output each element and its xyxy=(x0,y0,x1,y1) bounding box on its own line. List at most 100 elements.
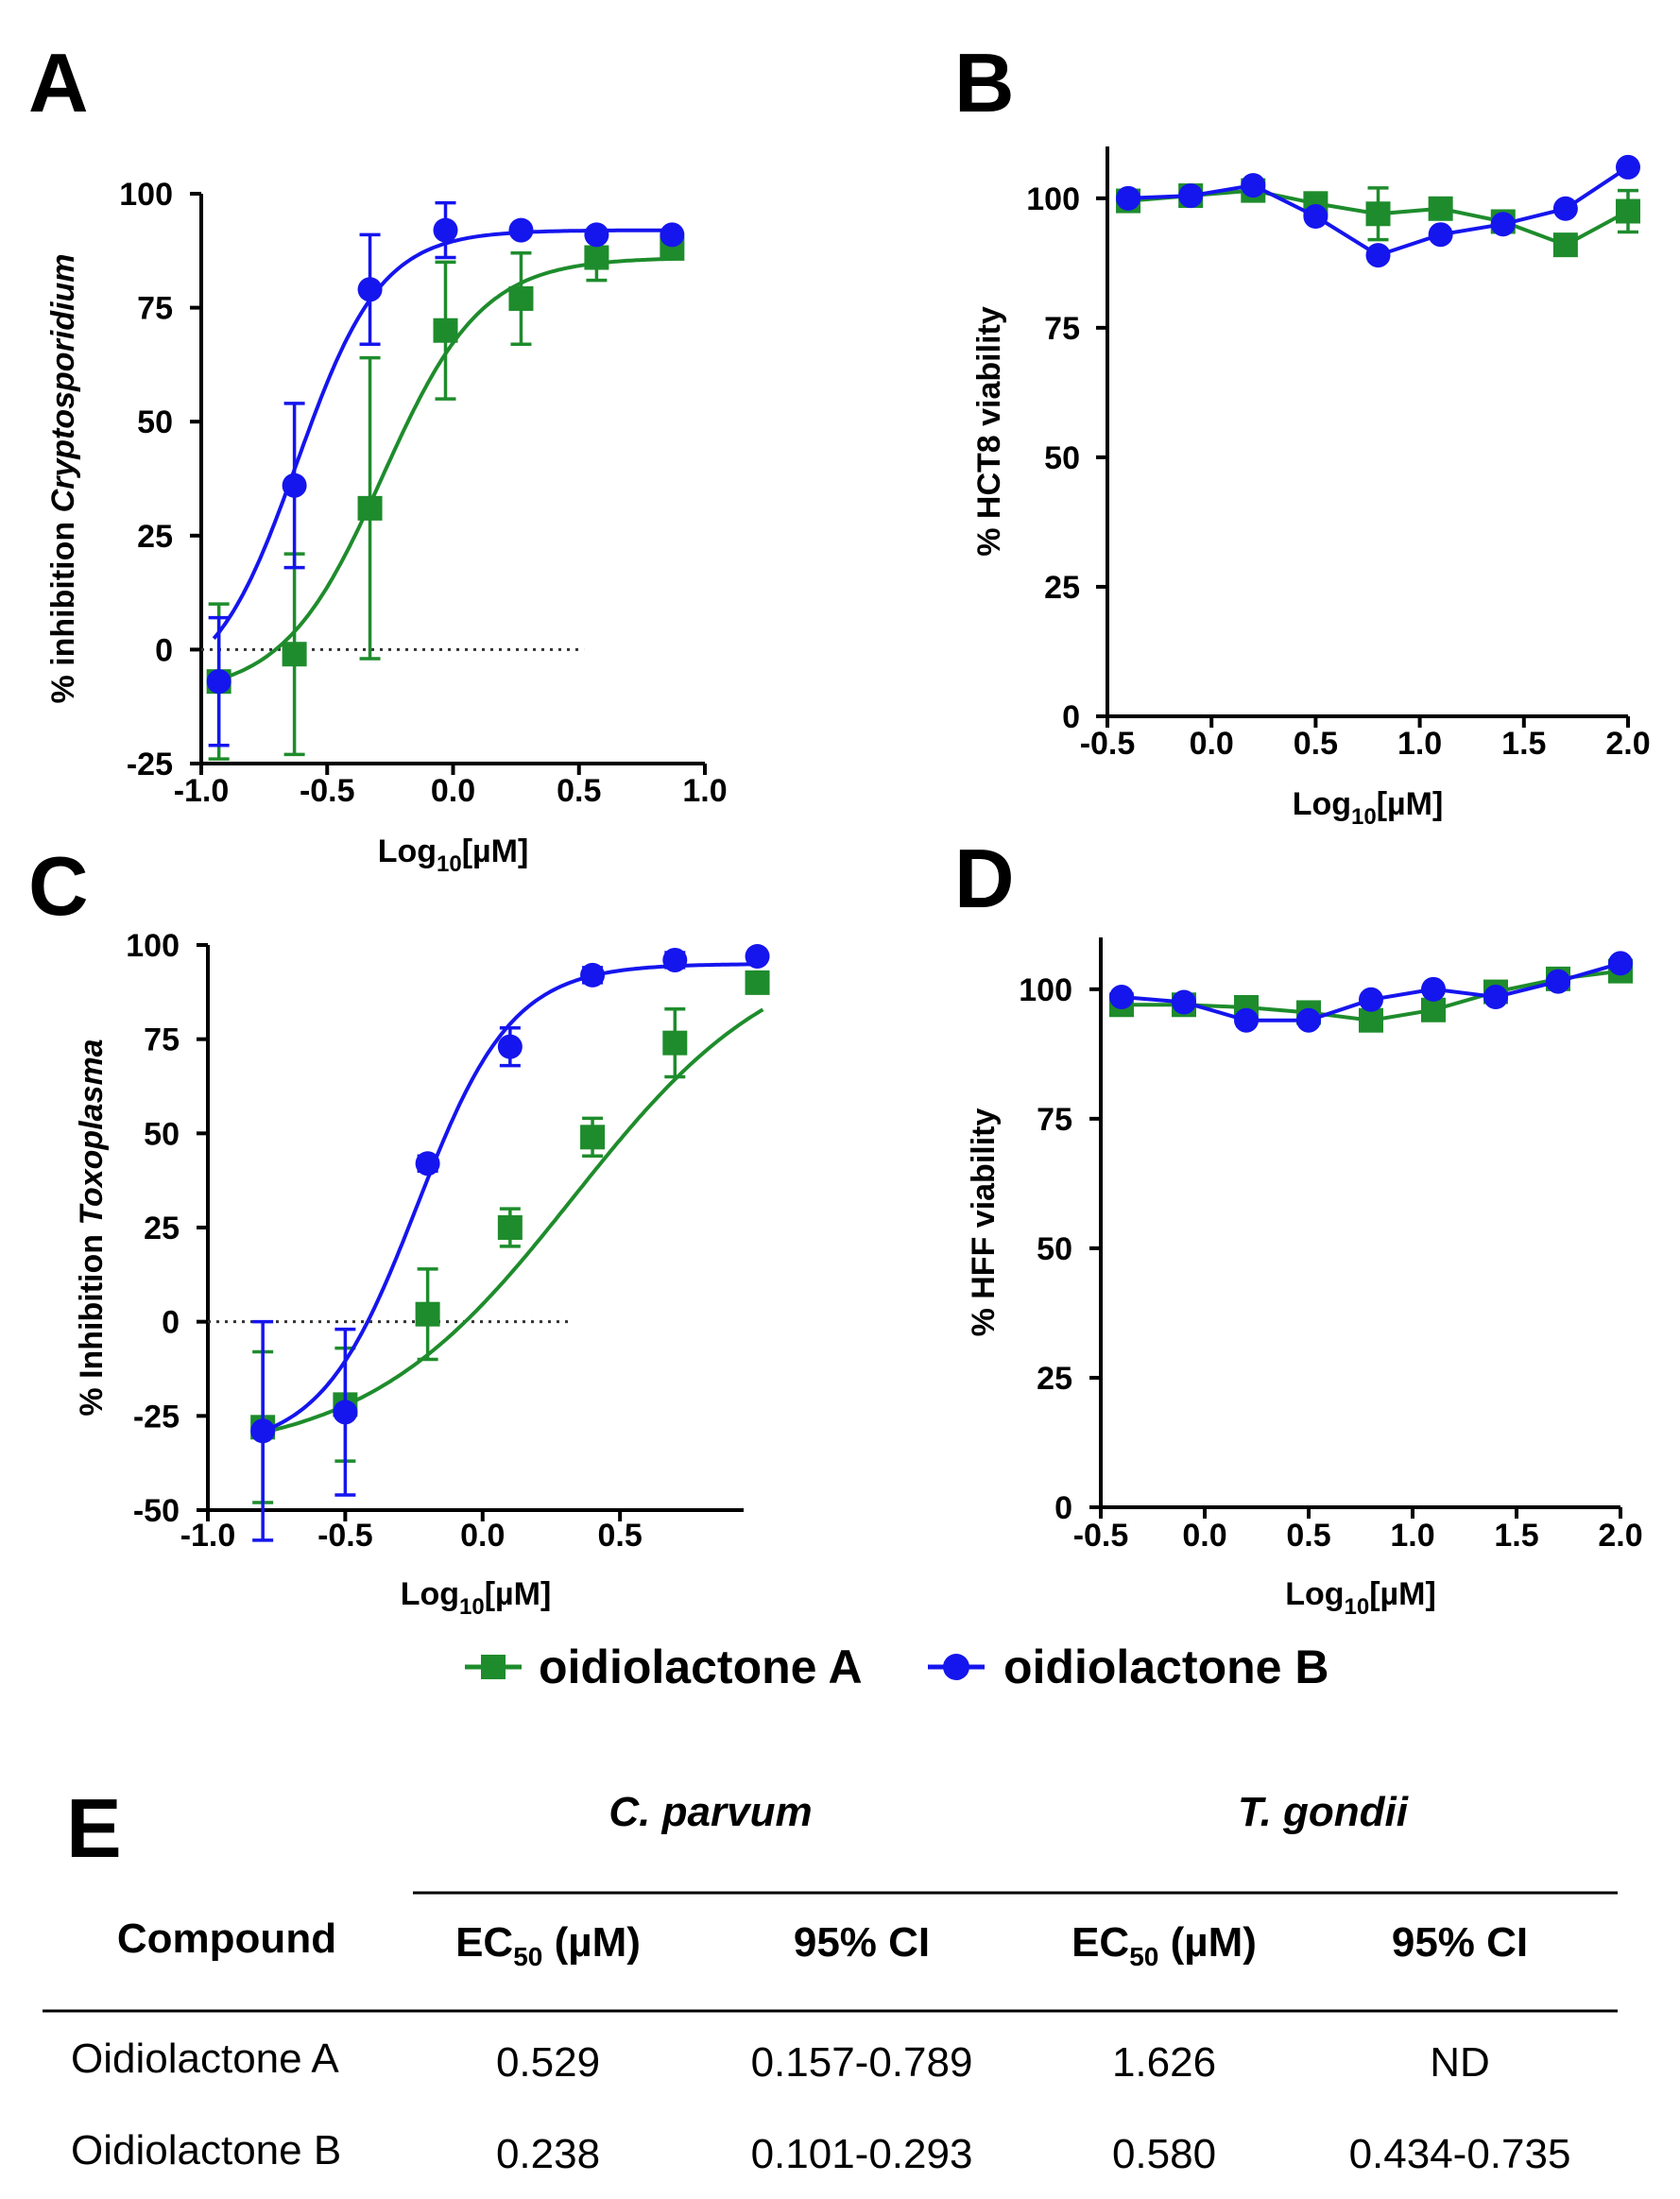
x-tick-label: -0.5 xyxy=(1080,726,1136,762)
column-header-main: EC xyxy=(1071,1919,1129,1966)
data-point-circle xyxy=(415,1151,440,1177)
series-oidiolactone-b xyxy=(206,200,685,747)
data-point-square xyxy=(1421,997,1446,1022)
table-cell: 0.434-0.735 xyxy=(1349,2131,1571,2177)
y-tick-label: 75 xyxy=(137,291,173,327)
column-header: 95% CI xyxy=(1392,1919,1528,1966)
x-axis-label: Log10[µM] xyxy=(1285,1576,1436,1620)
x-axis-label-main: Log xyxy=(1293,786,1351,822)
y-tick-label: 25 xyxy=(137,519,173,555)
y-axis-label-main: % HFF viability xyxy=(966,1108,1002,1337)
data-point-square xyxy=(745,970,770,995)
data-point-circle xyxy=(1116,185,1141,211)
y-tick-label: 100 xyxy=(126,928,180,964)
data-point-square xyxy=(1428,196,1453,221)
data-point-circle xyxy=(1296,1007,1321,1033)
group-header: T. gondii xyxy=(1238,1789,1409,1835)
data-point-circle xyxy=(580,962,606,988)
data-point-circle xyxy=(1178,183,1204,209)
table-cell: 1.626 xyxy=(1112,2039,1216,2086)
series-oidiolactone-b xyxy=(250,943,770,1542)
data-point-circle xyxy=(357,277,383,302)
y-tick-label: 50 xyxy=(137,404,173,440)
data-point-circle xyxy=(1546,969,1570,994)
column-header-tail: (µM) xyxy=(1158,1919,1257,1966)
panel-a: A -25 0 25 50 75 100 -1.0 -0.5 0.0 0.5 1.0 Log10[µM]… xyxy=(28,36,728,877)
data-point-square xyxy=(357,495,383,521)
data-point-square xyxy=(1552,232,1578,258)
panel-letter: B xyxy=(954,36,1015,129)
data-point-circle xyxy=(662,947,688,972)
x-tick-label: -0.5 xyxy=(1073,1518,1129,1554)
circle-icon xyxy=(943,1654,969,1680)
x-tick-label: 1.5 xyxy=(1501,726,1546,762)
x-axis-label-main: Log xyxy=(1285,1576,1344,1612)
column-header: 95% CI xyxy=(794,1919,930,1966)
x-tick-label: 1.0 xyxy=(682,773,727,809)
y-tick-label: 50 xyxy=(144,1116,180,1152)
x-tick-label: 2.0 xyxy=(1598,1518,1642,1554)
y-tick-label: 0 xyxy=(162,1305,180,1341)
data-point-circle xyxy=(282,472,307,498)
column-header-sub: 50 xyxy=(1129,1942,1158,1971)
table-cell: ND xyxy=(1430,2039,1490,2086)
x-axis-label: Log10[µM] xyxy=(401,1576,552,1620)
legend-label: oidiolactone A xyxy=(539,1641,863,1693)
data-point-circle xyxy=(1616,154,1640,180)
y-tick-label: 100 xyxy=(1026,181,1080,217)
x-axis-label: Log10[µM] xyxy=(378,833,529,877)
x-tick-label: 1.0 xyxy=(1397,726,1442,762)
panel-letter: E xyxy=(66,1781,122,1875)
data-point-circle xyxy=(1303,204,1329,230)
x-axis-label-tail: [µM] xyxy=(485,1576,552,1612)
series-oidiolactone-a xyxy=(1116,178,1640,258)
x-axis-label-sub: 10 xyxy=(437,851,462,877)
data-point-circle xyxy=(1109,985,1134,1010)
data-point-circle xyxy=(1428,222,1453,248)
x-tick-label: -1.0 xyxy=(174,773,230,809)
panel-b: B 0 25 50 75 100 -0.5 0.0 0.5 1.0 1.5 2.0 Log10[µM]%… xyxy=(954,36,1651,830)
x-tick-label: -0.5 xyxy=(317,1518,373,1554)
x-axis-label: Log10[µM] xyxy=(1293,786,1444,830)
x-axis-label-sub: 10 xyxy=(459,1594,485,1620)
y-axis-label: % HCT8 viability xyxy=(971,306,1007,557)
y-axis-label: % HFF viability xyxy=(966,1108,1002,1337)
y-axis-label-italic: Cryptosporidium xyxy=(45,254,81,513)
data-point-circle xyxy=(333,1400,358,1425)
table-row: Oidiolactone B 0.238 0.101-0.293 0.580 0.434… xyxy=(71,2127,1570,2177)
series-oidiolactone-b xyxy=(1109,951,1633,1033)
x-tick-label: 1.0 xyxy=(1390,1518,1434,1554)
data-point-circle xyxy=(1365,243,1391,268)
y-axis-label-italic: Toxoplasma xyxy=(74,1039,110,1225)
data-point-square xyxy=(580,1125,606,1150)
panel-d: D 0 25 50 75 100 -0.5 0.0 0.5 1.0 1.5 2.0 Log10[µM]%… xyxy=(954,832,1643,1620)
x-axis-label-tail: [µM] xyxy=(462,833,529,869)
y-axis-label: % Inhibition Toxoplasma xyxy=(74,1039,110,1416)
data-point-circle xyxy=(584,222,609,248)
data-point-circle xyxy=(1490,212,1516,237)
data-point-circle xyxy=(433,217,458,243)
y-tick-label: 75 xyxy=(1044,311,1080,347)
y-tick-label: 100 xyxy=(119,177,173,213)
x-tick-label: 0.5 xyxy=(1294,726,1338,762)
y-tick-label: 25 xyxy=(144,1211,180,1246)
y-axis-label-main: % inhibition xyxy=(45,512,81,703)
table-cell: 0.580 xyxy=(1112,2131,1216,2177)
x-tick-label: 0.0 xyxy=(1182,1518,1226,1554)
x-axis-label-tail: [µM] xyxy=(1369,1576,1436,1612)
y-tick-label: -25 xyxy=(127,747,173,782)
column-header: EC50 (µM) xyxy=(1071,1919,1257,1971)
x-tick-label: -1.0 xyxy=(180,1518,236,1554)
x-tick-label: 0.0 xyxy=(460,1518,505,1554)
panel-letter: A xyxy=(28,36,89,129)
x-tick-label: 2.0 xyxy=(1605,726,1650,762)
data-point-circle xyxy=(508,217,534,243)
x-tick-label: -0.5 xyxy=(300,773,355,809)
x-tick-label: 1.5 xyxy=(1494,1518,1538,1554)
y-tick-label: -25 xyxy=(133,1399,180,1435)
y-axis-label-main: % HCT8 viability xyxy=(971,306,1007,557)
data-point-circle xyxy=(1172,989,1196,1015)
panel-letter: C xyxy=(28,839,89,933)
